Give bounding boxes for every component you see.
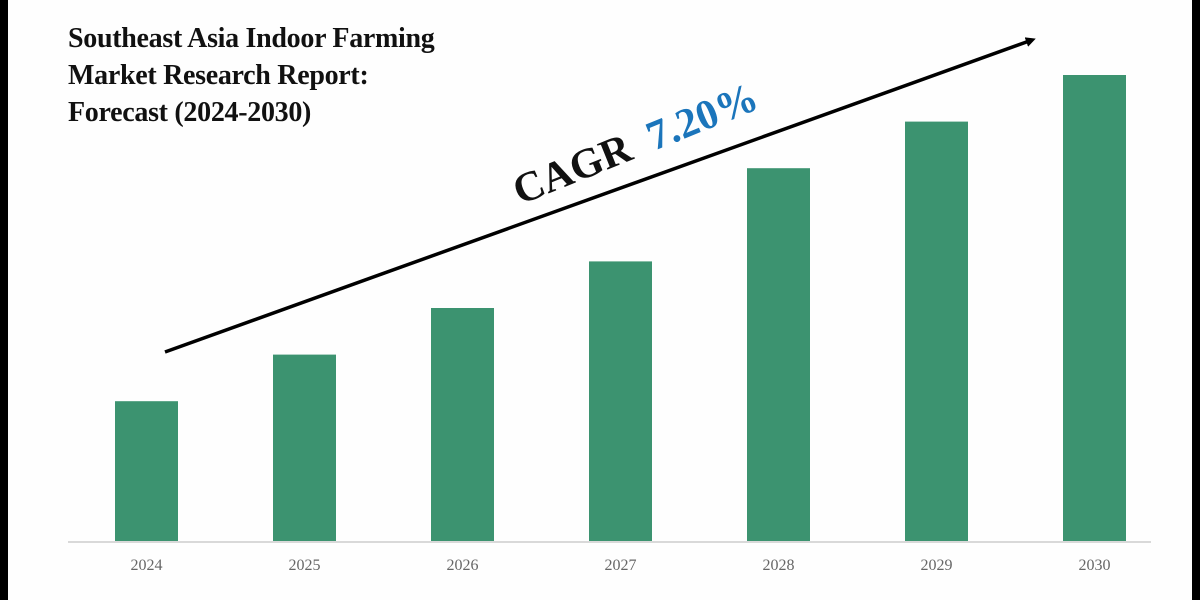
trend-arrow: [164, 37, 1036, 354]
bar-chart: 2024 2025 2026 2027 2028 2029 2030 CAGR 7.20%: [68, 37, 1151, 574]
chart-title: Southeast Asia Indoor Farming Market Res…: [68, 20, 435, 131]
x-tick-label-2029: 2029: [921, 557, 953, 574]
x-tick-label-2024: 2024: [131, 557, 163, 574]
bar-2029: [905, 121, 968, 541]
chart-canvas: Southeast Asia Indoor Farming Market Res…: [8, 0, 1192, 600]
cagr-value: 7.20%: [640, 74, 764, 160]
chart-title-line-1: Southeast Asia Indoor Farming: [68, 23, 435, 54]
bars: [115, 75, 1126, 541]
bar-2024: [115, 401, 178, 541]
cagr-annotation: CAGR 7.20%: [507, 74, 765, 214]
x-tick-labels: 2024 2025 2026 2027 2028 2029 2030: [131, 557, 1111, 574]
bar-2030: [1063, 75, 1126, 541]
x-tick-label-2027: 2027: [605, 557, 637, 574]
x-tick-label-2030: 2030: [1079, 557, 1111, 574]
chart-title-line-2: Market Research Report:: [68, 60, 369, 91]
x-tick-label-2025: 2025: [289, 557, 321, 574]
bar-2027: [589, 261, 652, 541]
bar-2026: [431, 308, 494, 541]
x-tick-label-2026: 2026: [447, 557, 479, 574]
chart-title-line-3: Forecast (2024-2030): [68, 97, 312, 128]
bar-2028: [747, 168, 810, 541]
x-tick-label-2028: 2028: [763, 557, 795, 574]
cagr-label: CAGR: [507, 125, 640, 214]
bar-2025: [273, 354, 336, 541]
